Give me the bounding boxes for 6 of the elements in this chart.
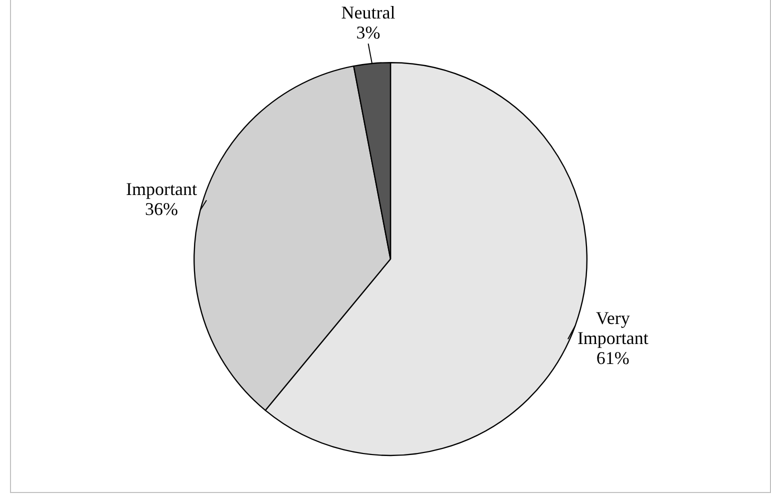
data-label: 36% xyxy=(145,198,178,219)
slice-label: Very Important xyxy=(577,308,648,348)
slice-label: Important xyxy=(126,178,198,199)
data-label: 61% xyxy=(596,348,630,368)
data-label: 3% xyxy=(356,22,380,42)
slice-label: Neutral xyxy=(341,2,396,22)
